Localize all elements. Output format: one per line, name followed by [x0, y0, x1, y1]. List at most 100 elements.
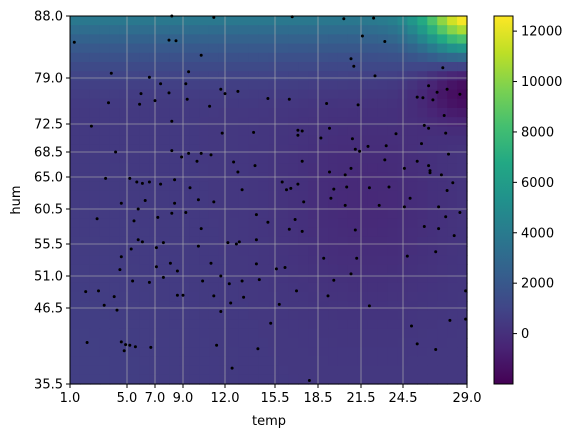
- heatmap-cell: [70, 282, 81, 293]
- heatmap-cell: [427, 301, 438, 311]
- heatmap-cell: [318, 328, 329, 339]
- heatmap-cell: [268, 135, 280, 146]
- heatmap-cell: [129, 163, 141, 173]
- scatter-point: [109, 71, 113, 75]
- heatmap-cell: [179, 16, 190, 26]
- heatmap-cell: [199, 200, 210, 210]
- scatter-point: [415, 95, 419, 99]
- heatmap-cell: [288, 319, 299, 330]
- heatmap-cell: [457, 126, 468, 137]
- heatmap-cell: [79, 365, 91, 376]
- heatmap-cell: [357, 62, 369, 72]
- scatter-point: [427, 164, 431, 168]
- heatmap-cell: [70, 154, 81, 164]
- heatmap-cell: [119, 108, 131, 118]
- heatmap-cell: [208, 209, 220, 219]
- heatmap-cell: [258, 71, 270, 81]
- heatmap-cell: [318, 181, 329, 192]
- heatmap-cell: [437, 292, 448, 302]
- heatmap-cell: [159, 117, 170, 127]
- heatmap-cell: [248, 273, 260, 284]
- heatmap-cell: [228, 328, 240, 339]
- heatmap-cell: [228, 144, 240, 155]
- heatmap-cell: [318, 43, 329, 54]
- heatmap-cell: [238, 16, 250, 26]
- scatter-point: [133, 345, 137, 349]
- heatmap-cell: [139, 347, 151, 357]
- heatmap-cell: [278, 209, 289, 219]
- heatmap-cell: [169, 365, 180, 376]
- heatmap-cell: [318, 264, 329, 275]
- heatmap-cell: [347, 236, 359, 247]
- heatmap-cell: [208, 108, 220, 118]
- heatmap-cell: [437, 108, 448, 118]
- heatmap-cell: [407, 255, 418, 265]
- heatmap-cell: [268, 209, 280, 219]
- heatmap-cell: [89, 25, 101, 35]
- heatmap-cell: [357, 34, 369, 45]
- heatmap-cell: [407, 89, 418, 100]
- heatmap-cell: [228, 89, 240, 100]
- heatmap-cell: [298, 273, 309, 284]
- heatmap-cell: [357, 347, 369, 357]
- heatmap-cell: [337, 338, 349, 348]
- heatmap-cell: [139, 338, 151, 348]
- heatmap-cell: [357, 117, 369, 127]
- heatmap-cell: [447, 365, 458, 376]
- heatmap-cell: [248, 181, 260, 192]
- scatter-point: [208, 104, 212, 108]
- heatmap-cell: [258, 292, 270, 302]
- heatmap-cell: [258, 126, 270, 137]
- heatmap-cell: [189, 89, 200, 100]
- heatmap-cell: [159, 374, 170, 385]
- heatmap-cell: [357, 246, 369, 256]
- heatmap-cell: [119, 209, 131, 219]
- scatter-point: [72, 40, 76, 44]
- heatmap-cell: [218, 301, 230, 311]
- scatter-point: [353, 147, 357, 151]
- heatmap-cell: [199, 25, 210, 35]
- heatmap-cell: [457, 236, 468, 247]
- heatmap-cell: [367, 34, 379, 45]
- scatter-point: [209, 153, 213, 157]
- heatmap-cell: [248, 25, 260, 35]
- heatmap-cell: [328, 62, 339, 72]
- heatmap-cell: [447, 126, 458, 137]
- heatmap-cell: [238, 347, 250, 357]
- heatmap-cell: [377, 319, 389, 330]
- heatmap-cell: [129, 328, 141, 339]
- heatmap-cell: [457, 163, 468, 173]
- scatter-point: [296, 133, 300, 137]
- heatmap-cell: [218, 62, 230, 72]
- heatmap-cell: [179, 62, 190, 72]
- heatmap-cell: [70, 89, 81, 100]
- heatmap-cell: [347, 356, 359, 367]
- heatmap-cell: [387, 209, 399, 219]
- heatmap-cell: [238, 163, 250, 173]
- heatmap-cell: [407, 135, 418, 146]
- heatmap-cell: [159, 365, 170, 376]
- heatmap-cell: [238, 126, 250, 137]
- heatmap-cell: [387, 374, 399, 385]
- heatmap-cell: [457, 264, 468, 275]
- heatmap-cell: [159, 190, 170, 201]
- heatmap-cell: [139, 255, 151, 265]
- heatmap-cell: [328, 163, 339, 173]
- heatmap-cell: [79, 43, 91, 54]
- heatmap-cell: [189, 236, 200, 247]
- heatmap-cell: [278, 200, 289, 210]
- heatmap-cell: [337, 25, 349, 35]
- heatmap-cell: [328, 209, 339, 219]
- heatmap-cell: [367, 98, 379, 109]
- heatmap-cell: [228, 190, 240, 201]
- scatter-point: [296, 128, 300, 132]
- scatter-point: [115, 308, 119, 312]
- heatmap-cell: [70, 374, 81, 385]
- heatmap-cell: [457, 328, 468, 339]
- heatmap-cell: [228, 227, 240, 238]
- heatmap-cell: [357, 52, 369, 63]
- scatter-point: [355, 256, 359, 260]
- heatmap-cell: [89, 108, 101, 118]
- scatter-point: [360, 34, 364, 38]
- heatmap-cell: [427, 365, 438, 376]
